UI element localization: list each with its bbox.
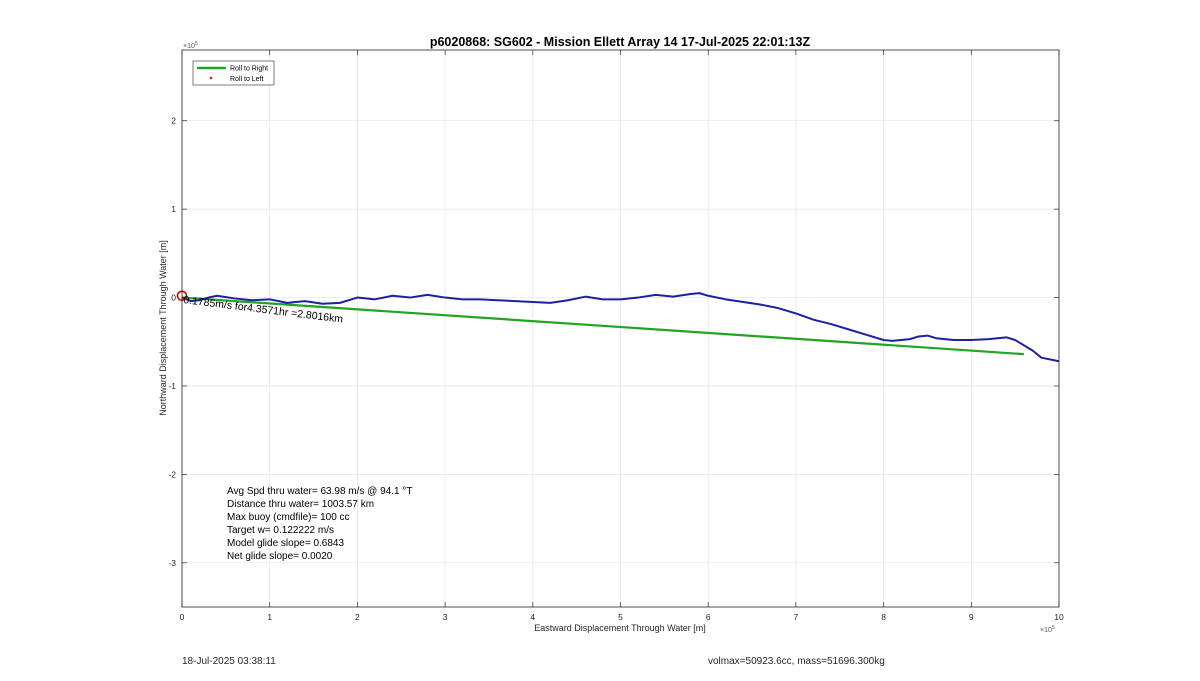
x-tick-label: 2 <box>355 612 360 622</box>
x-exponent-label: ×105 <box>1040 625 1055 634</box>
legend-swatch-roll-left <box>209 76 213 80</box>
x-tick-label: 8 <box>881 612 886 622</box>
legend: Roll to Right Roll to Left <box>192 60 275 86</box>
x-tick-label: 7 <box>794 612 799 622</box>
y-tick-label: 1 <box>171 204 176 214</box>
x-tick-label: 4 <box>530 612 535 622</box>
x-tick-label: 5 <box>618 612 623 622</box>
y-tick-label: -3 <box>168 558 176 568</box>
stat-target-w: Target w= 0.122222 m/s <box>227 525 334 536</box>
axis-ticks: 0 1 2 3 4 5 6 7 8 9 10 -3 -2 -1 0 1 2 <box>168 50 1064 622</box>
stat-avg-speed: Avg Spd thru water= 63.98 m/s @ 94.1 °T <box>227 486 412 497</box>
x-axis-label: Eastward Displacement Through Water [m] <box>534 623 706 633</box>
stat-net-glide: Net glide slope= 0.0020 <box>227 551 333 562</box>
x-tick-label: 0 <box>180 612 185 622</box>
legend-box <box>192 60 275 86</box>
grid-lines <box>181 50 1060 607</box>
series-track <box>181 292 1060 363</box>
footer-volmax-mass: volmax=50923.6cc, mass=51696.300kg <box>708 656 885 667</box>
y-axis-label: Northward Displacement Through Water [m] <box>158 240 168 416</box>
y-tick-label: 0 <box>171 293 176 303</box>
y-exponent-label: ×105 <box>183 41 198 50</box>
stat-max-buoy: Max buoy (cmdfile)= 100 cc <box>227 512 350 523</box>
x-tick-label: 9 <box>969 612 974 622</box>
y-tick-label: 2 <box>171 116 176 126</box>
footer-timestamp: 18-Jul-2025 03:38:11 <box>182 656 276 667</box>
stats-block: Avg Spd thru water= 63.98 m/s @ 94.1 °T … <box>227 486 412 562</box>
y-tick-label: -1 <box>168 381 176 391</box>
legend-label-roll-left: Roll to Left <box>230 76 264 83</box>
x-tick-label: 6 <box>706 612 711 622</box>
stat-distance: Distance thru water= 1003.57 km <box>227 499 374 510</box>
legend-label-roll-right: Roll to Right <box>230 66 268 73</box>
stat-model-glide: Model glide slope= 0.6843 <box>227 538 344 549</box>
series-roll-to-right <box>181 296 1024 356</box>
x-tick-label: 1 <box>267 612 272 622</box>
x-tick-label: 10 <box>1054 612 1064 622</box>
y-tick-label: -2 <box>168 469 176 479</box>
x-tick-label: 3 <box>443 612 448 622</box>
chart-title: p6020868: SG602 - Mission Ellett Array 1… <box>430 35 811 49</box>
